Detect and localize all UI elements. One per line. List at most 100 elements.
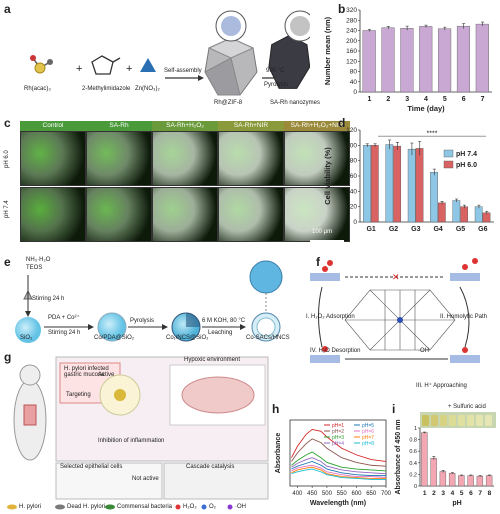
header-control: Control <box>20 121 86 131</box>
legend-label: pH 7.4 <box>456 151 477 158</box>
x-tick-label: 700 <box>381 491 392 497</box>
x-tick-label: 4 <box>424 96 428 103</box>
panel-label-e: e <box>4 255 11 269</box>
graphene-lattice <box>344 289 456 351</box>
methylimidazole-label: 2-Methylimidazole <box>82 86 131 92</box>
sulfuric-acid-note: + Sulfuric acid <box>448 404 486 410</box>
bar <box>385 144 394 223</box>
x-tick-label: G3 <box>411 226 420 233</box>
header-sa-rh-h2o2-nir: SA-Rh+H₂O₂+NIR <box>284 121 350 131</box>
series-line <box>291 468 386 480</box>
koh-label: 6 M KOH, 80 °C <box>202 318 246 324</box>
vial-3 <box>440 415 447 426</box>
bar <box>456 25 471 93</box>
y-tick-label: 240 <box>346 28 357 35</box>
bar <box>362 30 376 93</box>
x-tick-label: 4 <box>451 490 455 497</box>
gastric-mucosa-label: H. pylori infected gastric mucosa <box>64 366 109 378</box>
legend-label: pH=7 <box>362 435 374 441</box>
y-tick-label: 60 <box>350 173 358 180</box>
y-tick-label: 1 <box>414 426 417 432</box>
teos-label: TEOS <box>26 265 43 271</box>
legend-h-pylori: H. pylori <box>19 504 42 510</box>
vial-8 <box>485 415 492 426</box>
bar <box>437 202 446 223</box>
chart-d: 0 20 40 60 80 100 120 G1 G2 G3 G4 G5 G6 Cell viabilit… <box>323 127 494 233</box>
self-assembly-label: Self-assembly <box>164 68 202 74</box>
bar <box>458 475 465 487</box>
bar <box>467 475 474 487</box>
stir2-label: Stirring 24 h <box>48 330 81 336</box>
series-line <box>291 464 387 478</box>
step1-label: I. H₂O₂ Adsorption <box>306 314 355 320</box>
bar <box>438 28 452 93</box>
sa-rh-polyhedron <box>268 34 310 89</box>
y-tick-label: 0 <box>353 219 357 226</box>
y-tick-label: 0.2 <box>409 472 417 478</box>
bar <box>393 145 402 223</box>
legend-label: pH=8 <box>362 441 374 447</box>
vial-photo <box>420 412 496 428</box>
micrograph-r1-c2 <box>86 131 152 186</box>
legend-label: pH=4 <box>332 441 344 447</box>
svg-text:✕: ✕ <box>392 272 400 282</box>
zoom-hollow-sphere <box>249 260 283 294</box>
panel-label-i: i <box>392 402 396 416</box>
y-axis-label: Number mean (nm) <box>323 16 332 85</box>
svg-text:+: + <box>126 63 132 75</box>
chart-h: 400 450 500 550 600 650 700 pH=1pH=2pH=3pH=4 pH=… <box>275 419 392 507</box>
co-sacs-label: Co-SACs/HNCS <box>246 335 290 341</box>
x-tick-label: 450 <box>307 491 318 497</box>
bar <box>419 26 433 93</box>
zn-nitrate-label: Zn(NO₃)₂ <box>135 86 160 92</box>
y-tick-label: 80 <box>350 158 358 165</box>
targeting-label: Targeting <box>66 392 91 398</box>
active-label: Active <box>98 372 115 378</box>
panel-label-c: c <box>4 116 11 130</box>
x-tick-label: 3 <box>405 96 409 103</box>
panel-label-g: g <box>4 350 12 364</box>
y-axis-label: Absorbance of 450 nm <box>395 419 402 494</box>
bar <box>421 432 428 487</box>
x-axis-label: Time (day) <box>407 104 445 113</box>
legend-label: pH=5 <box>362 423 374 429</box>
micrograph-r2-c3 <box>152 187 218 242</box>
x-tick-label: 5 <box>460 490 464 497</box>
x-tick-label: 6 <box>462 96 466 103</box>
bar <box>476 475 484 487</box>
catalyst-state-1 <box>310 260 340 281</box>
copda-label: Co/PDA@SiO₂ <box>94 335 135 341</box>
co-pda-sphere <box>97 312 127 342</box>
y-tick-label: 0 <box>414 484 417 490</box>
panel-label-f: f <box>316 255 320 269</box>
x-tick-label: G1 <box>366 226 375 233</box>
bar <box>400 27 414 93</box>
oh-radical-label: ·OH <box>418 348 429 354</box>
sio2-label: SiO₂ <box>20 335 33 341</box>
y-tick-label: 0 <box>353 89 357 96</box>
epithelial-panel <box>55 462 163 500</box>
pda-label: PDA + Co²⁺ <box>48 315 80 321</box>
bar <box>485 475 493 487</box>
micrograph-r1-c3 <box>152 131 218 186</box>
bar <box>430 171 438 223</box>
rh-zif8-label: Rh@ZIF-8 <box>214 100 243 106</box>
vial-5 <box>458 415 465 426</box>
x-tick-label: 8 <box>488 490 492 497</box>
micrograph-r2-c4 <box>218 187 284 242</box>
y-tick-label: 120 <box>346 127 357 134</box>
legend-swatch <box>443 149 454 158</box>
panel-g-schematic <box>7 356 269 510</box>
legend-label: pH 6.0 <box>456 162 477 169</box>
x-axis-label: pH <box>452 500 461 507</box>
vial-1 <box>422 415 429 426</box>
sio2-sphere <box>15 317 41 343</box>
y-tick-label: 160 <box>346 48 357 55</box>
rh-acac-molecule <box>30 55 53 74</box>
sa-rh-label: SA-Rh nanozymes <box>270 100 321 106</box>
rh-acac-label: Rh(acac)₃ <box>24 86 51 92</box>
catalyst-state-4 <box>310 346 340 363</box>
vial-4 <box>449 415 456 426</box>
series-line <box>291 461 386 477</box>
